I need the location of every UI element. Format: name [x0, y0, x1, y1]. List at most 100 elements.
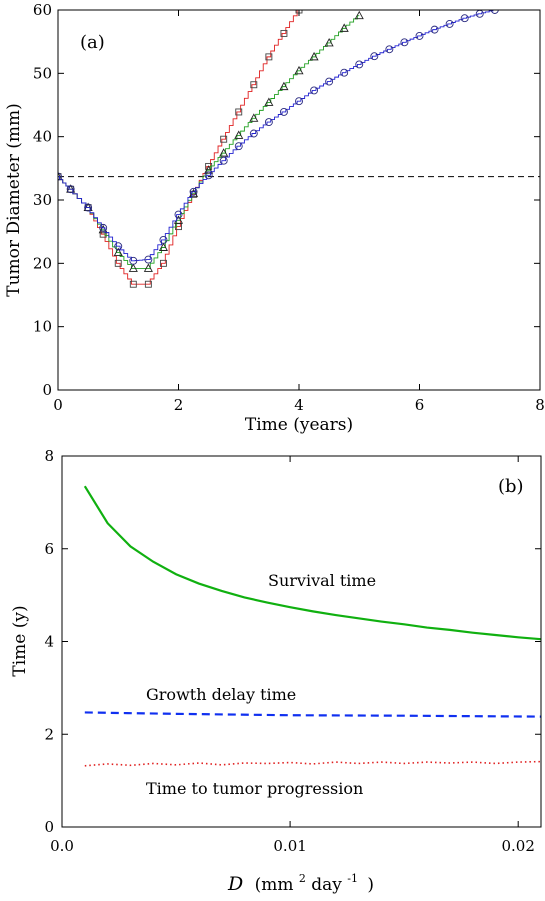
data-point-circle	[144, 255, 153, 264]
panel-b-ylabel: Time (y)	[10, 605, 30, 676]
data-point-square	[280, 29, 288, 37]
panel-a-ytick-label: 40	[33, 128, 52, 146]
panel-b-xlabel-unit-open: (mm	[255, 875, 294, 895]
panel-b: 0.0 0.01 0.02 0 2 4 6 8 (b) Survival time Growt…	[10, 447, 542, 895]
data-point-square	[114, 259, 122, 267]
data-point-circle	[445, 19, 454, 28]
data-point-circle	[114, 242, 123, 251]
data-point-square	[144, 280, 152, 288]
data-point-triangle	[113, 247, 123, 257]
panel-b-ytick-label: 8	[44, 447, 54, 465]
series-circle-line	[58, 10, 495, 262]
panel-a-ylabel: Tumor Diameter (mm)	[4, 103, 24, 296]
data-point-circle	[66, 185, 75, 194]
panel-b-xlabel-sup-1: 2	[299, 872, 306, 885]
data-point-triangle	[249, 113, 259, 122]
data-point-triangle	[354, 10, 364, 20]
time-to-progression-line	[84, 760, 542, 767]
data-point-circle	[340, 68, 349, 77]
annotation-growth-delay-time: Growth delay time	[146, 685, 296, 704]
growth-delay-time-line	[84, 711, 542, 718]
data-point-circle	[159, 235, 168, 244]
data-point-circle	[174, 210, 183, 219]
series-triangle-line	[58, 15, 360, 269]
data-point-circle	[355, 60, 364, 69]
data-point-triangle	[58, 171, 63, 181]
data-point-circle	[279, 108, 288, 116]
panel-a-xtick-label: 0	[53, 396, 63, 414]
data-point-triangle	[234, 130, 244, 139]
data-point-circle	[430, 25, 439, 34]
panel-b-label: (b)	[498, 476, 524, 497]
data-point-circle	[310, 86, 319, 95]
data-point-triangle	[219, 148, 229, 157]
data-point-circle	[460, 14, 469, 23]
panel-a-xtick-label: 6	[415, 396, 425, 414]
data-point-triangle	[309, 51, 319, 61]
data-point-circle	[295, 97, 303, 106]
data-point-triangle	[143, 263, 153, 272]
panel-a-xtick-label: 2	[174, 396, 184, 414]
panel-b-xtick-label: 0.02	[501, 837, 534, 855]
panel-a-series	[58, 10, 540, 288]
survival-time-line	[83, 485, 542, 641]
data-point-square	[159, 259, 167, 267]
panel-a: 0 2 4 6 8 0 10 20 30 40 50 60 (a) Time (years) Tumo…	[4, 1, 545, 435]
data-point-square	[58, 173, 62, 181]
data-point-circle	[99, 223, 108, 232]
data-point-triangle	[294, 65, 304, 75]
panel-a-ytick-label: 10	[33, 318, 52, 336]
data-point-circle	[264, 118, 273, 127]
panel-b-ytick-label: 2	[44, 725, 54, 743]
data-point-circle	[370, 52, 379, 61]
data-point-triangle	[264, 97, 274, 106]
data-point-square	[129, 280, 137, 288]
data-point-triangle	[339, 23, 349, 32]
panel-a-ticks: 0 2 4 6 8 0 10 20 30 40 50 60	[33, 1, 545, 414]
panel-a-ytick-label: 60	[33, 1, 52, 19]
data-point-circle	[219, 156, 228, 165]
data-point-circle	[204, 171, 213, 180]
data-point-triangle	[128, 263, 138, 272]
panel-b-ytick-label: 6	[44, 540, 54, 558]
data-point-circle	[415, 32, 424, 40]
panel-b-xlabel: D (mm 2 day -1 )	[227, 867, 374, 895]
data-point-circle	[189, 187, 198, 196]
panel-b-ticks: 0.0 0.01 0.02 0 2 4 6 8	[44, 447, 541, 855]
panel-b-xtick-label: 0.0	[50, 837, 74, 855]
panel-a-label: (a)	[80, 32, 105, 53]
data-point-circle	[58, 172, 62, 181]
panel-b-frame	[61, 455, 542, 828]
data-point-square	[235, 108, 243, 116]
data-point-square	[265, 53, 273, 61]
annotation-time-to-progression: Time to tumor progression	[146, 779, 363, 798]
data-point-circle	[84, 203, 93, 212]
data-point-circle	[234, 142, 243, 151]
data-point-circle	[385, 45, 394, 54]
data-point-circle	[129, 256, 138, 265]
data-point-triangle	[158, 242, 168, 251]
panel-a-ytick-label: 20	[33, 254, 52, 272]
data-point-circle	[400, 38, 409, 47]
data-point-circle	[249, 129, 258, 138]
panel-b-ytick-label: 4	[44, 633, 54, 651]
data-point-triangle	[324, 37, 334, 47]
panel-a-ytick-label: 0	[42, 381, 52, 399]
panel-b-xlabel-unit-close: )	[367, 875, 374, 895]
data-point-square	[220, 135, 228, 143]
panel-a-xlabel: Time (years)	[245, 415, 353, 435]
data-point-triangle	[204, 165, 214, 174]
annotation-survival-time: Survival time	[268, 571, 376, 590]
panel-b-ytick-label: 0	[44, 818, 54, 836]
panel-b-xlabel-symbol: D	[227, 873, 243, 895]
panel-b-xlabel-unit-mid: day	[311, 875, 342, 895]
data-point-circle	[490, 10, 499, 14]
panel-b-xlabel-sup-2: -1	[347, 872, 358, 885]
panel-b-xtick-label: 0.01	[273, 837, 306, 855]
panel-a-ytick-label: 50	[33, 64, 52, 82]
data-point-triangle	[279, 81, 289, 91]
panel-b-series	[83, 485, 542, 767]
panel-a-ytick-label: 30	[33, 191, 52, 209]
panel-a-xtick-label: 8	[535, 396, 545, 414]
